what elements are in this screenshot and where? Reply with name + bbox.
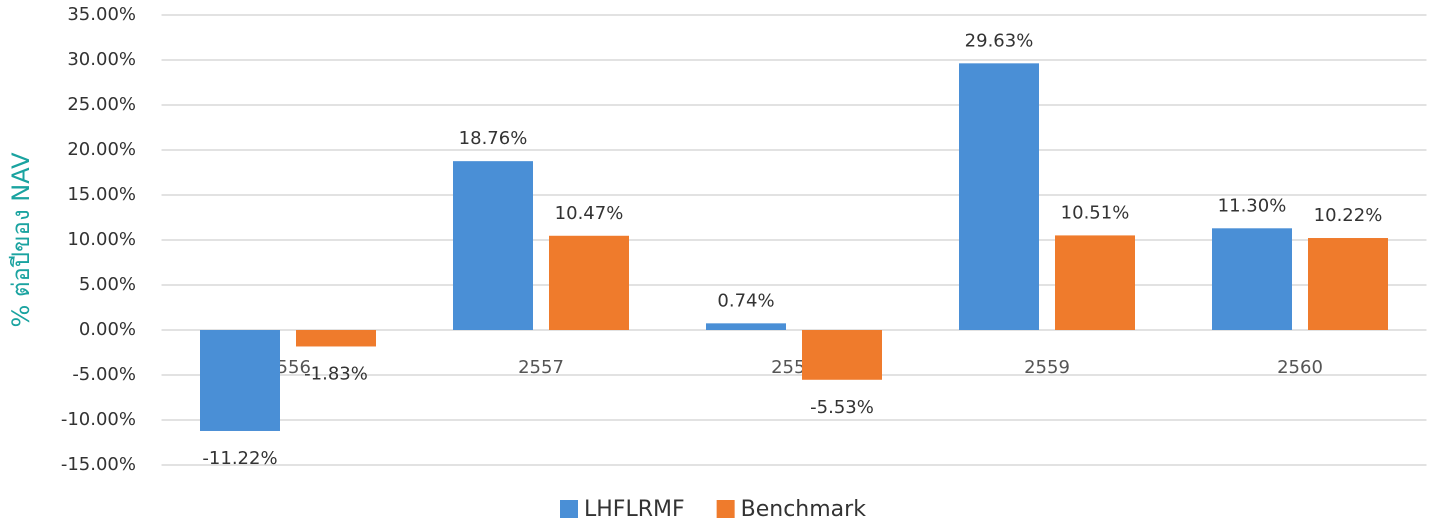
bar [453, 161, 533, 330]
bar [802, 330, 882, 380]
bar [1308, 238, 1388, 330]
bar [296, 330, 376, 347]
y-tick-label: 0.00% [79, 319, 136, 340]
bar [1212, 228, 1292, 330]
y-tick-label: -15.00% [61, 454, 136, 475]
y-tick-label: 5.00% [79, 274, 136, 295]
y-tick-label: -10.00% [61, 409, 136, 430]
x-tick-label: 2557 [518, 357, 564, 378]
y-tick-label: -5.00% [72, 364, 136, 385]
bar [549, 235, 629, 330]
data-label: 11.30% [1218, 195, 1287, 216]
y-tick-label: 25.00% [67, 94, 136, 115]
data-label: 18.76% [459, 128, 528, 149]
data-label: 29.63% [965, 30, 1034, 51]
legend-swatch [560, 500, 578, 518]
y-tick-label: 20.00% [67, 139, 136, 160]
data-label: -1.83% [304, 363, 368, 384]
data-label: 0.74% [717, 290, 774, 311]
bar [200, 330, 280, 431]
legend-swatch [716, 500, 735, 518]
data-label: 10.22% [1314, 205, 1383, 226]
y-tick-label: 15.00% [67, 184, 136, 205]
y-axis-title: % ต่อปีของ NAV [7, 152, 35, 328]
x-tick-label: 2560 [1277, 357, 1323, 378]
data-label: -5.53% [810, 397, 874, 418]
y-tick-label: 35.00% [67, 4, 136, 25]
y-tick-label: 30.00% [67, 49, 136, 70]
legend-label: LHFLRMF [584, 497, 685, 522]
bar [1055, 235, 1135, 330]
legend-label: Benchmark [741, 497, 867, 522]
bar [959, 63, 1039, 330]
bar [706, 323, 786, 330]
data-label: -11.22% [202, 448, 277, 469]
x-tick-label: 2559 [1024, 357, 1070, 378]
data-label: 10.47% [555, 203, 624, 224]
data-label: 10.51% [1061, 202, 1130, 223]
y-tick-label: 10.00% [67, 229, 136, 250]
